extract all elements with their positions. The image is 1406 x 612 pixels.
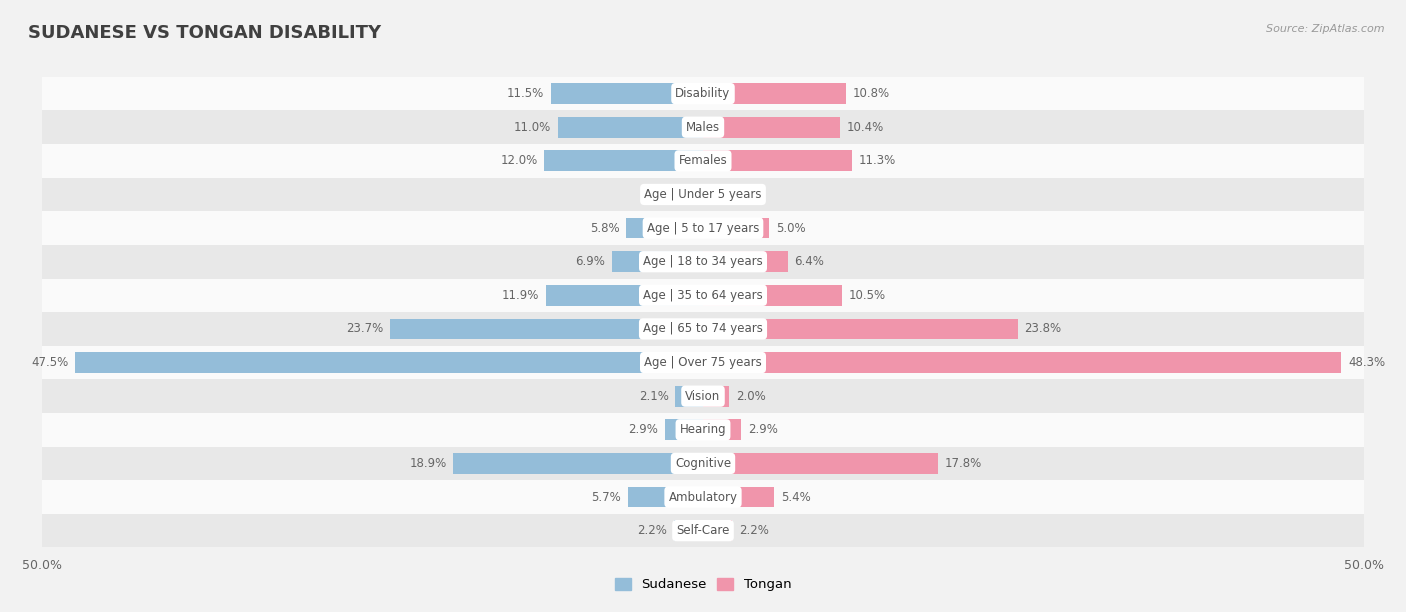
Bar: [626, 218, 703, 239]
Text: 12.0%: 12.0%: [501, 154, 537, 167]
Text: 10.4%: 10.4%: [846, 121, 884, 134]
Text: 6.9%: 6.9%: [575, 255, 605, 268]
Text: Age | Over 75 years: Age | Over 75 years: [644, 356, 762, 369]
Bar: [703, 453, 938, 474]
Text: 2.0%: 2.0%: [737, 390, 766, 403]
Text: Females: Females: [679, 154, 727, 167]
Text: Cognitive: Cognitive: [675, 457, 731, 470]
Bar: [665, 419, 703, 440]
Bar: [703, 83, 846, 104]
Text: Age | 18 to 34 years: Age | 18 to 34 years: [643, 255, 763, 268]
Text: SUDANESE VS TONGAN DISABILITY: SUDANESE VS TONGAN DISABILITY: [28, 24, 381, 42]
Bar: [42, 346, 1364, 379]
Text: 2.9%: 2.9%: [748, 424, 778, 436]
Bar: [703, 285, 842, 306]
Text: Age | 35 to 64 years: Age | 35 to 64 years: [643, 289, 763, 302]
Text: 6.4%: 6.4%: [794, 255, 824, 268]
Bar: [612, 252, 703, 272]
Text: 5.0%: 5.0%: [776, 222, 806, 234]
Text: 2.1%: 2.1%: [638, 390, 669, 403]
Bar: [673, 520, 703, 541]
Bar: [703, 352, 1341, 373]
Bar: [42, 447, 1364, 480]
Bar: [675, 386, 703, 406]
Bar: [42, 245, 1364, 278]
Text: Source: ZipAtlas.com: Source: ZipAtlas.com: [1267, 24, 1385, 34]
Text: 11.0%: 11.0%: [513, 121, 551, 134]
Text: 11.5%: 11.5%: [508, 87, 544, 100]
Bar: [42, 413, 1364, 447]
Text: Hearing: Hearing: [679, 424, 727, 436]
Text: Vision: Vision: [685, 390, 721, 403]
Text: 10.8%: 10.8%: [852, 87, 890, 100]
Text: Age | 5 to 17 years: Age | 5 to 17 years: [647, 222, 759, 234]
Bar: [42, 514, 1364, 548]
Text: 23.7%: 23.7%: [346, 323, 384, 335]
Bar: [703, 520, 733, 541]
Text: 2.2%: 2.2%: [637, 524, 668, 537]
Text: 48.3%: 48.3%: [1348, 356, 1385, 369]
Text: 2.9%: 2.9%: [628, 424, 658, 436]
Bar: [551, 83, 703, 104]
Text: 5.4%: 5.4%: [780, 490, 811, 504]
Legend: Sudanese, Tongan: Sudanese, Tongan: [610, 572, 796, 597]
Text: 11.3%: 11.3%: [859, 154, 896, 167]
Text: Ambulatory: Ambulatory: [668, 490, 738, 504]
Bar: [42, 278, 1364, 312]
Bar: [703, 419, 741, 440]
Text: 1.1%: 1.1%: [652, 188, 682, 201]
Text: Age | Under 5 years: Age | Under 5 years: [644, 188, 762, 201]
Bar: [689, 184, 703, 205]
Bar: [703, 184, 720, 205]
Bar: [42, 110, 1364, 144]
Text: Self-Care: Self-Care: [676, 524, 730, 537]
Bar: [544, 151, 703, 171]
Bar: [703, 487, 775, 507]
Bar: [42, 379, 1364, 413]
Bar: [703, 218, 769, 239]
Text: 11.9%: 11.9%: [502, 289, 538, 302]
Text: Males: Males: [686, 121, 720, 134]
Text: 18.9%: 18.9%: [409, 457, 447, 470]
Bar: [42, 312, 1364, 346]
Text: 10.5%: 10.5%: [848, 289, 886, 302]
Bar: [42, 76, 1364, 110]
Bar: [42, 144, 1364, 177]
Bar: [42, 177, 1364, 211]
Bar: [703, 318, 1018, 339]
Bar: [703, 252, 787, 272]
Text: 47.5%: 47.5%: [31, 356, 69, 369]
Text: 2.2%: 2.2%: [738, 524, 769, 537]
Text: Age | 65 to 74 years: Age | 65 to 74 years: [643, 323, 763, 335]
Bar: [703, 151, 852, 171]
Text: 17.8%: 17.8%: [945, 457, 983, 470]
Text: Disability: Disability: [675, 87, 731, 100]
Text: 1.3%: 1.3%: [727, 188, 756, 201]
Text: 5.8%: 5.8%: [591, 222, 620, 234]
Text: 23.8%: 23.8%: [1024, 323, 1062, 335]
Bar: [546, 285, 703, 306]
Bar: [703, 386, 730, 406]
Bar: [453, 453, 703, 474]
Text: 5.7%: 5.7%: [592, 490, 621, 504]
Bar: [627, 487, 703, 507]
Bar: [703, 117, 841, 138]
Bar: [76, 352, 703, 373]
Bar: [389, 318, 703, 339]
Bar: [42, 480, 1364, 514]
Bar: [558, 117, 703, 138]
Bar: [42, 211, 1364, 245]
